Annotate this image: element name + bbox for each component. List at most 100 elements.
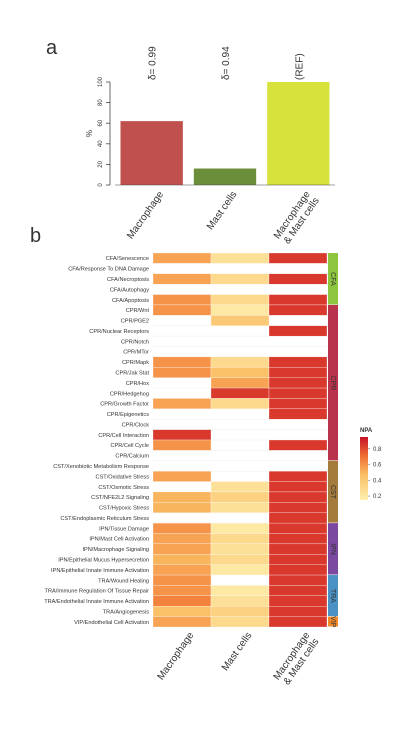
group-strip: [328, 304, 338, 461]
row-label: TRA/Wound Healing: [98, 578, 149, 584]
group-strip: [328, 253, 338, 305]
row-label: IPN/Tissue Damage: [99, 526, 149, 532]
row-label: CFA/Senescence: [106, 256, 149, 262]
column-label: Macrophage& Mast cells: [272, 630, 322, 689]
row-label: IPN/Macrophage Signaling: [82, 547, 149, 553]
annotation: (REF): [294, 53, 305, 80]
heatmap-cell: [152, 606, 212, 617]
group-label: CPR: [329, 375, 336, 390]
colorbar-tick-label: 0.2: [373, 494, 382, 500]
heatmap-cell: [210, 273, 270, 285]
group-strip: [328, 523, 338, 575]
group-label: CFA: [329, 272, 336, 286]
heatmap-cell: [268, 502, 328, 513]
column-label: Mast cells: [220, 630, 255, 673]
heatmap-cell: [152, 252, 212, 264]
row-label: CPR/Hedgehog: [110, 391, 149, 397]
heatmap-cell: [152, 429, 212, 441]
heatmap-cell: [268, 533, 328, 545]
y-tick-label: 40: [98, 140, 104, 147]
row-label: CPR/Growth Factor: [100, 402, 149, 408]
heatmap-cell: [210, 554, 270, 565]
heatmap-cell: [210, 252, 270, 264]
heatmap-cell: [268, 512, 328, 524]
heatmap-cell: [152, 398, 212, 409]
group-strip: [328, 616, 338, 627]
row-label: CPR/PGE2: [121, 319, 149, 325]
heatmap-cell: [268, 616, 328, 628]
heatmap-cell: [210, 304, 270, 316]
annotation: δ= 0.94: [221, 46, 232, 80]
heatmap-cell: [152, 304, 212, 316]
heatmap-cell: [152, 367, 212, 378]
bar: [120, 121, 183, 185]
heatmap-cell: [268, 606, 328, 617]
heatmap-cell: [210, 533, 270, 545]
heatmap-cell: [152, 574, 212, 586]
row-label: CFA/Apoptosis: [112, 298, 149, 304]
row-label: CPR/Nuclear Receptors: [89, 329, 149, 335]
colorbar: [360, 437, 368, 500]
group-label: IPN: [329, 543, 336, 555]
heatmap-cell: [210, 377, 270, 389]
row-label: TRA/Angiogenesis: [103, 609, 150, 615]
heatmap-cell: [152, 543, 212, 555]
heatmap-cell: [210, 585, 270, 596]
heatmap-cell: [268, 398, 328, 409]
heatmap-cell: [268, 367, 328, 378]
row-label: CST/NFE2L2 Signaling: [91, 495, 149, 501]
heatmap-cell: [268, 595, 328, 607]
heatmap-cell: [268, 471, 328, 482]
heatmap-cell: [152, 533, 212, 545]
row-label: CPR/Hox: [126, 381, 150, 387]
group-strip: [328, 460, 338, 523]
row-label: CPR/Epigenetics: [107, 412, 149, 418]
heatmap-cell: [268, 564, 328, 576]
group-label: TRA: [329, 589, 336, 603]
heatmap-cell: [152, 294, 212, 306]
row-label: TRA/Endothelial Innate Immune Activation: [44, 599, 149, 605]
heatmap-cell: [210, 606, 270, 617]
heatmap-cell: [268, 273, 328, 285]
heatmap-cell: [152, 554, 212, 565]
heatmap-cell: [210, 491, 270, 503]
heatmap-cell: [210, 294, 270, 306]
heatmap-cell: [268, 325, 328, 337]
heatmap-cell: [152, 616, 212, 628]
heatmap-cell: [152, 585, 212, 596]
row-label: CST/Osmotic Stress: [98, 485, 149, 491]
y-tick-label: 0: [98, 183, 104, 187]
row-label: CPR/Notch: [121, 339, 149, 345]
colorbar-tick-label: 0.8: [373, 447, 382, 453]
row-label: CFA/Response To DNA Damage: [68, 267, 149, 273]
heatmap-cell: [152, 273, 212, 285]
row-label: CFA/Autophagy: [110, 287, 149, 293]
row-label: CFA/Necroptosis: [107, 277, 149, 283]
row-label: CPR/Wnt: [126, 308, 150, 314]
heatmap-cell: [268, 439, 328, 451]
heatmap-cell: [210, 387, 270, 399]
legend-title: NPA: [360, 428, 373, 434]
bar: [267, 82, 330, 185]
heatmap-cell: [268, 294, 328, 306]
heatmap-cell: [268, 522, 328, 534]
heatmap-cell: [268, 252, 328, 264]
row-label: CPR/Mapk: [122, 360, 149, 366]
colorbar-tick-label: 0.6: [373, 463, 382, 469]
y-tick-label: 20: [98, 160, 104, 167]
y-tick-label: 80: [98, 99, 104, 106]
heatmap-cell: [210, 595, 270, 607]
heatmap-cell: [210, 502, 270, 513]
row-label: CST/Hypoxic Stress: [99, 506, 149, 512]
heatmap-cell: [268, 377, 328, 389]
row-label: CPR/Cell Interaction: [98, 433, 149, 439]
row-label: VIP/Endothelial Cell Activation: [74, 620, 149, 626]
heatmap-cell: [152, 439, 212, 451]
panel-label: b: [30, 225, 41, 247]
row-label: IPN/Mast Cell Activation: [89, 537, 149, 543]
row-label: CPR/Cell Cycle: [110, 443, 149, 449]
heatmap-cell: [210, 315, 270, 326]
heatmap-cell: [268, 491, 328, 503]
heatmap-cell: [210, 543, 270, 555]
